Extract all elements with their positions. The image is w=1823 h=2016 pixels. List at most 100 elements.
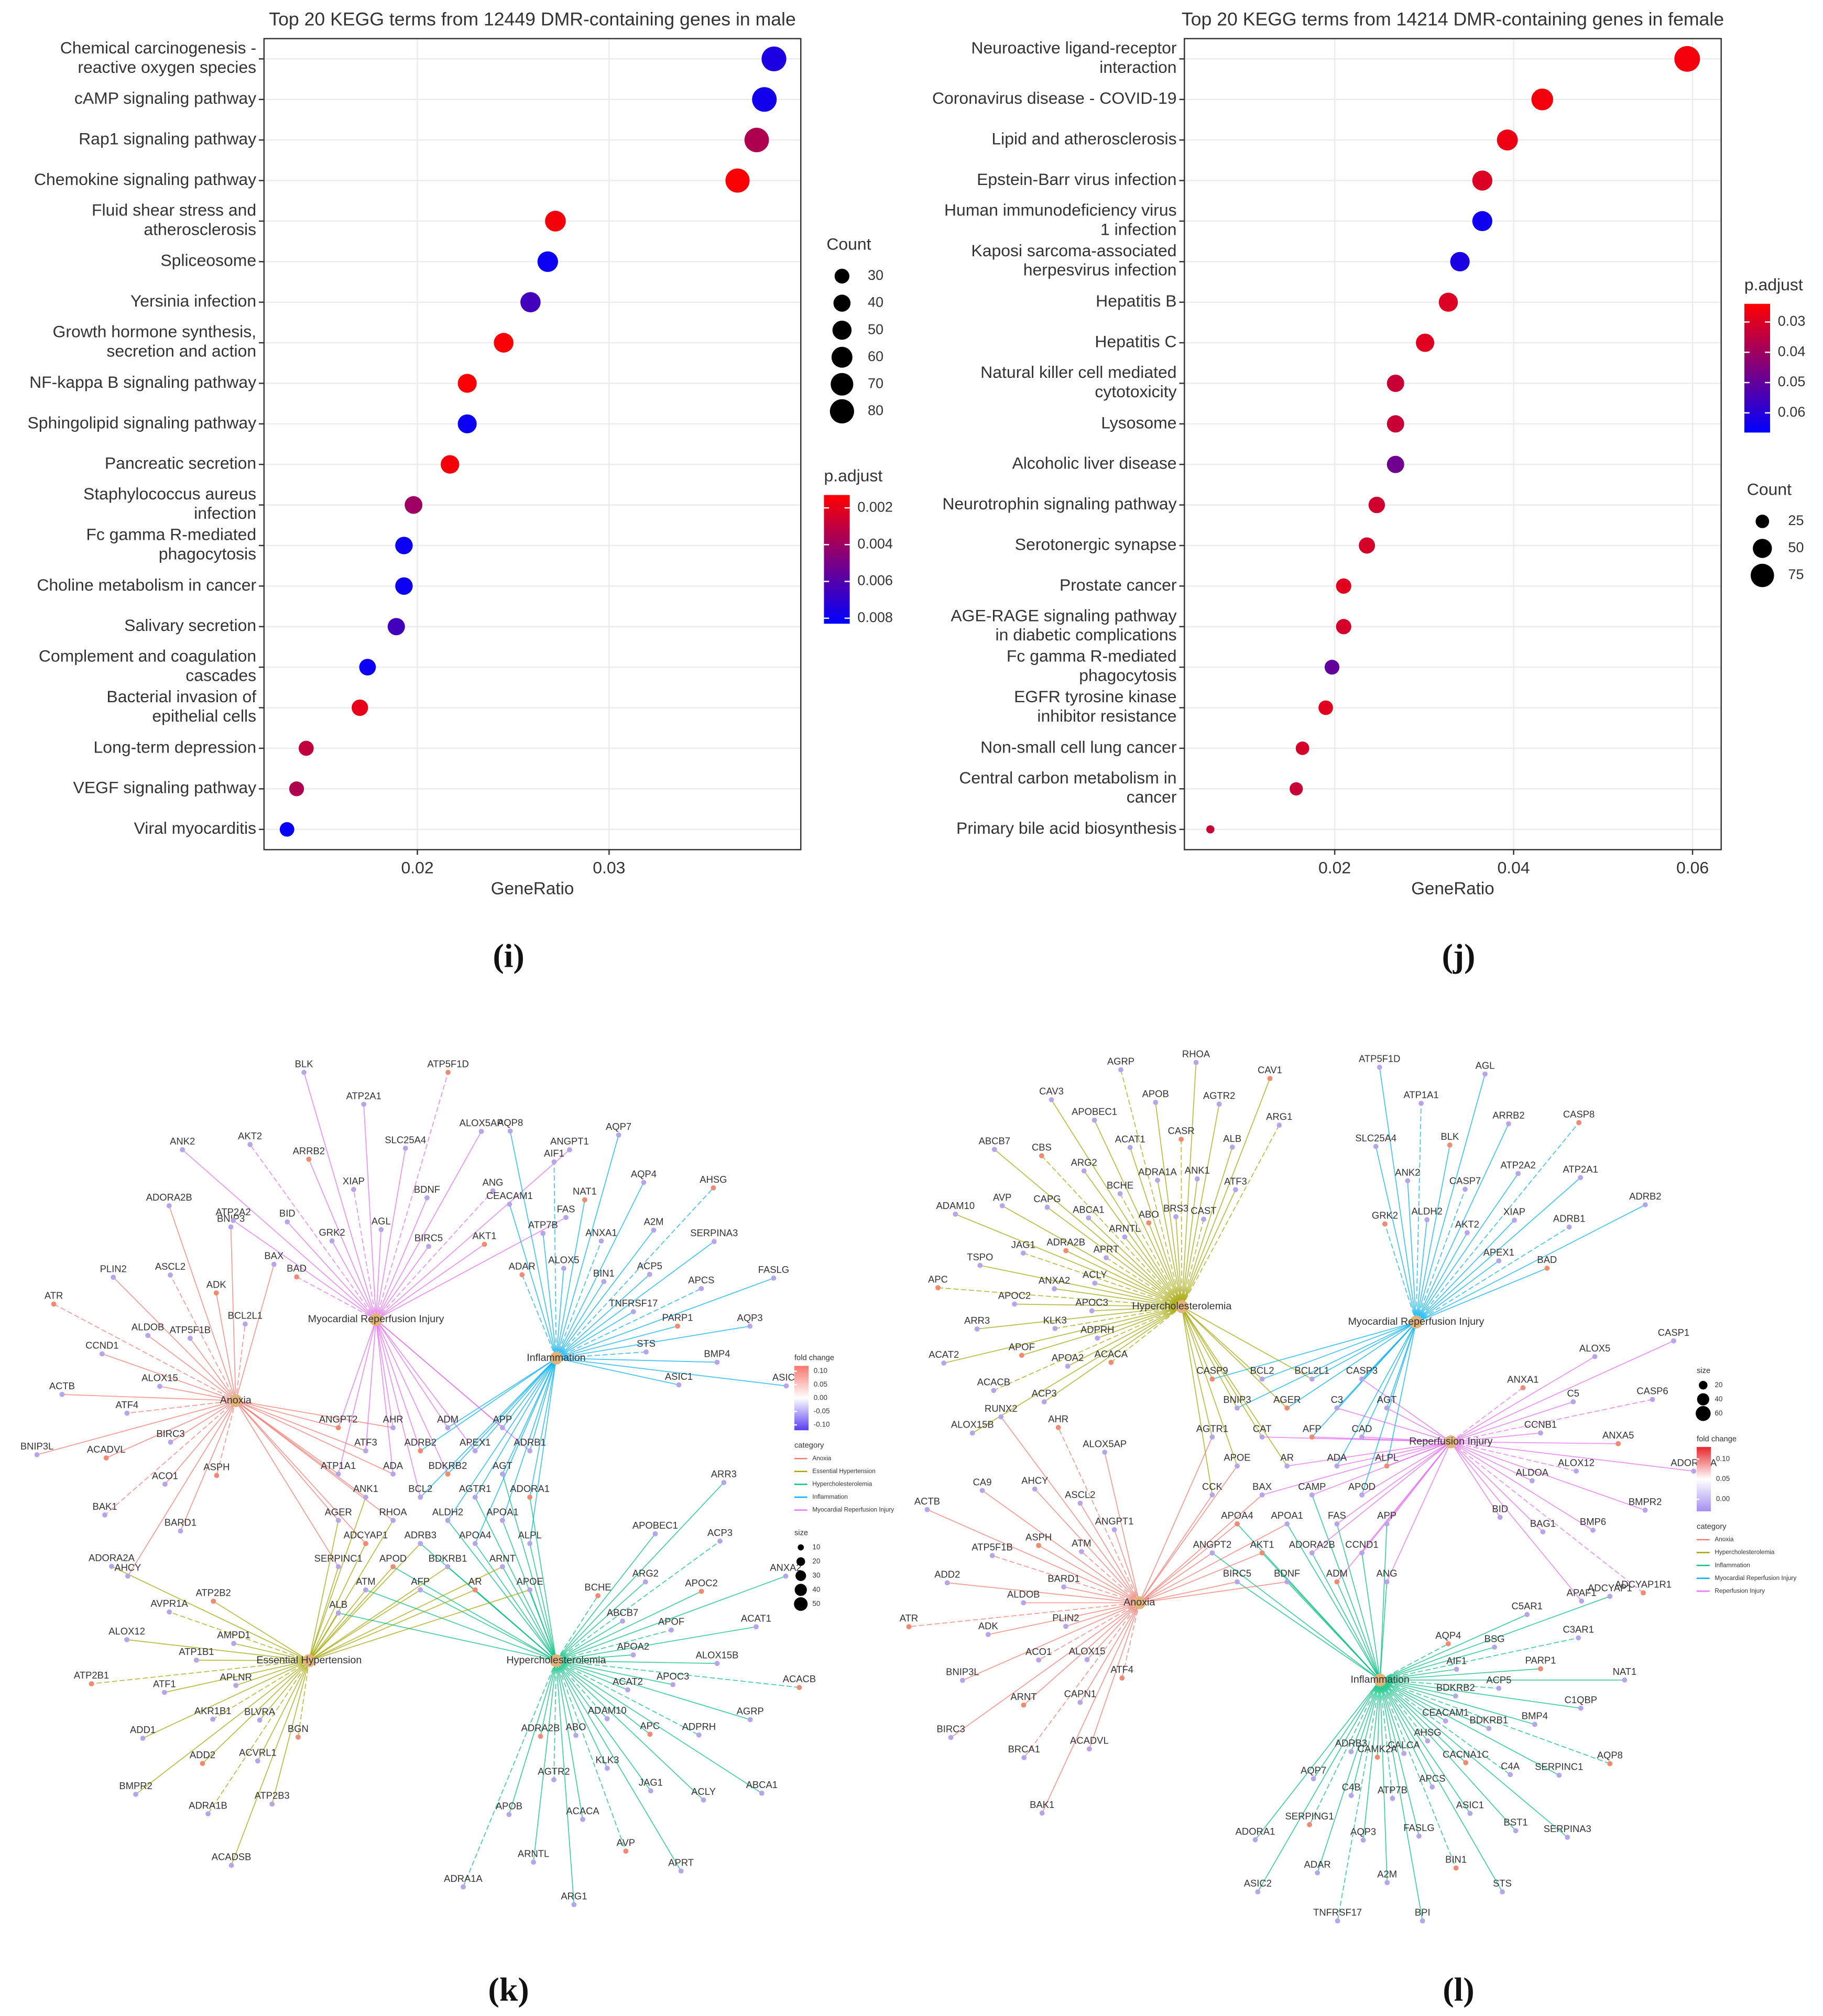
gene-node <box>527 1541 533 1546</box>
edge <box>937 1287 1182 1307</box>
gene-label: ATP5F1D <box>1359 1053 1400 1064</box>
gene-nodes: ACACA ACP3 ALOX15B APOA2 ACACB ADPRH APOF ACAT2… <box>900 1049 1717 1924</box>
gene-node <box>1335 1918 1340 1924</box>
gene-node <box>1607 1594 1613 1599</box>
gene-node <box>1565 1834 1570 1840</box>
y-tick-label: Sphingolipid signaling pathway <box>28 413 257 432</box>
edge <box>1450 1441 1645 1511</box>
gene-label: AGTR1 <box>459 1483 491 1494</box>
gene-node <box>1463 1760 1469 1766</box>
edge <box>529 1497 557 1661</box>
edge <box>376 1217 566 1320</box>
gene-label: ATF1 <box>153 1679 176 1690</box>
gene-node <box>445 1471 451 1477</box>
gene-label: ADA <box>383 1460 403 1471</box>
edge <box>1450 1441 1593 1531</box>
gene-label: APEX1 <box>460 1437 490 1448</box>
edge <box>106 1400 236 1458</box>
edge <box>555 1660 627 1851</box>
color-bar <box>1744 303 1771 433</box>
edge <box>1337 1680 1381 1921</box>
edge <box>1139 1552 1262 1604</box>
gene-node <box>630 1652 636 1658</box>
edge <box>1415 1189 1466 1323</box>
hub-node <box>369 1313 383 1326</box>
edge <box>1041 1603 1140 1814</box>
edge <box>1057 1427 1140 1603</box>
gene-node <box>1019 1353 1024 1358</box>
legend-title: category <box>1697 1522 1727 1531</box>
color-bar-label: -0.05 <box>814 1407 830 1415</box>
gene-label: ACP3 <box>1032 1388 1057 1399</box>
gene-label: BDKRB1 <box>429 1553 467 1564</box>
legend-label: Myocardial Reperfusion Injury <box>1715 1575 1796 1582</box>
gene-label: APP <box>1377 1510 1396 1521</box>
gene-node <box>1512 1217 1517 1223</box>
gene-node <box>1095 1335 1100 1341</box>
gene-label: AHR <box>1048 1413 1068 1424</box>
edge <box>1051 1099 1183 1307</box>
legend-label: Reperfusion Injury <box>1715 1587 1765 1594</box>
gene-label: APCS <box>688 1274 714 1285</box>
gene-label: BNIP3 <box>1223 1394 1251 1405</box>
edge <box>1002 1205 1182 1307</box>
gene-node <box>595 1593 601 1598</box>
gene-label: ADD2 <box>934 1569 960 1580</box>
plot-border <box>1184 38 1722 851</box>
gene-node <box>500 1425 505 1431</box>
gene-node <box>1209 1376 1215 1382</box>
edge <box>1380 1680 1466 1763</box>
edge <box>1181 1306 1287 1409</box>
gene-label: AQP8 <box>497 1117 523 1128</box>
x-tick-label: 0.02 <box>1318 858 1351 877</box>
edge <box>1088 1217 1182 1307</box>
gene-label: FASLG <box>758 1264 789 1275</box>
gene-node <box>527 1587 533 1593</box>
gene-label: APOC2 <box>685 1577 717 1588</box>
gene-label: APOD <box>1348 1481 1376 1492</box>
gene-node <box>1315 1870 1320 1876</box>
gene-label: CALCA <box>1388 1739 1421 1750</box>
gene-label: ARR3 <box>711 1468 737 1479</box>
gene-label: ADRA1B <box>189 1800 227 1811</box>
gene-node <box>1155 1178 1160 1183</box>
gene-label: ATP2B3 <box>255 1790 290 1801</box>
gene-label: ADRB1 <box>514 1437 545 1448</box>
dot <box>1336 578 1351 594</box>
gene-label: XIAP <box>1503 1206 1525 1217</box>
edge <box>1309 1680 1381 1825</box>
gene-label: JAG1 <box>1011 1239 1035 1250</box>
edge <box>127 1400 236 1577</box>
gene-node <box>168 1272 173 1278</box>
gene-label: ADORA2B <box>1289 1539 1335 1550</box>
gene-node <box>34 1452 40 1457</box>
gene-label: CAV1 <box>1258 1064 1282 1075</box>
edge <box>1034 1488 1140 1604</box>
edge <box>447 1357 556 1429</box>
gene-label: CACNA1C <box>1443 1749 1489 1760</box>
gene-label: APCS <box>1419 1773 1445 1784</box>
gene-node <box>1065 1364 1071 1369</box>
edge <box>1262 1441 1451 1496</box>
gene-node <box>1373 1143 1379 1149</box>
edge <box>375 1148 406 1320</box>
edge <box>1212 1322 1416 1380</box>
gene-node <box>1447 1142 1453 1148</box>
gene-label: SERPINC1 <box>314 1553 363 1564</box>
gene-label: CCK <box>1202 1481 1223 1492</box>
edge <box>555 1274 650 1359</box>
gene-node <box>1117 1191 1123 1196</box>
gene-node <box>974 1326 980 1332</box>
gene-node <box>445 1518 451 1523</box>
dot <box>1336 619 1351 635</box>
size-legend-dot <box>1699 1381 1708 1390</box>
size-legend-label: 30 <box>812 1571 820 1579</box>
x-tick-label: 0.04 <box>1498 858 1530 877</box>
gene-node <box>507 1128 513 1134</box>
gene-label: ARRB2 <box>293 1145 325 1156</box>
gene-label: ADPRH <box>1080 1324 1114 1335</box>
gene-label: ALOX12 <box>1558 1457 1595 1468</box>
size-legend-label: 30 <box>868 267 883 283</box>
gene-label: AKT2 <box>238 1130 262 1141</box>
gene-node <box>698 1285 704 1291</box>
